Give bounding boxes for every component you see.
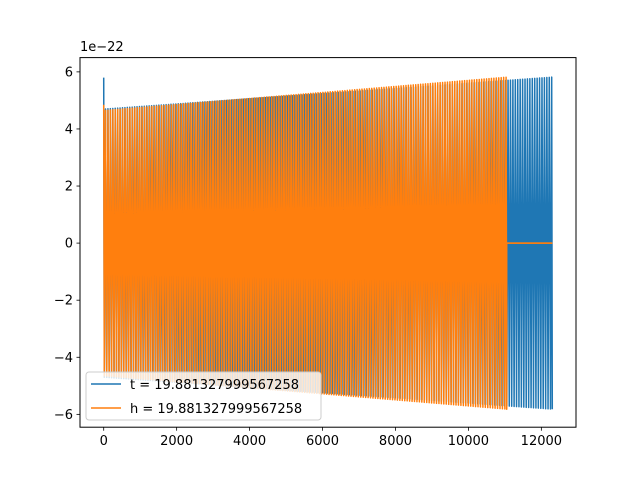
x-tick-label: 10000: [448, 434, 489, 449]
y-tick-label: −2: [54, 294, 73, 309]
x-tick-label: 12000: [521, 434, 562, 449]
y-tick-label: −4: [54, 351, 73, 366]
series-line-1: [102, 76, 553, 410]
y-tick-label: 0: [65, 237, 73, 252]
y-tick-label: 4: [65, 122, 73, 137]
legend-label-h: h = 19.881327999567258: [130, 402, 302, 417]
y-tick-label: 6: [65, 65, 73, 80]
x-tick-label: 4000: [233, 434, 266, 449]
x-tick-label: 0: [100, 434, 108, 449]
legend-label-t: t = 19.881327999567258: [130, 378, 299, 393]
x-tick-label: 6000: [306, 434, 339, 449]
y-tick-label: 2: [65, 180, 73, 195]
y-offset-label: 1e−22: [80, 40, 124, 55]
x-tick-label: 8000: [379, 434, 412, 449]
plot-frame: [79, 57, 577, 428]
y-axis: −6 −4 −2 0 2 4 6: [54, 65, 80, 423]
x-tick-label: 2000: [160, 434, 193, 449]
x-axis: 0 2000 4000 6000 8000 10000 12000: [100, 427, 562, 449]
legend-box: [85, 371, 322, 421]
legend: t = 19.881327999567258 h = 19.8813279995…: [85, 371, 322, 421]
plot-lines: [102, 76, 554, 410]
y-tick-label: −6: [54, 408, 73, 423]
